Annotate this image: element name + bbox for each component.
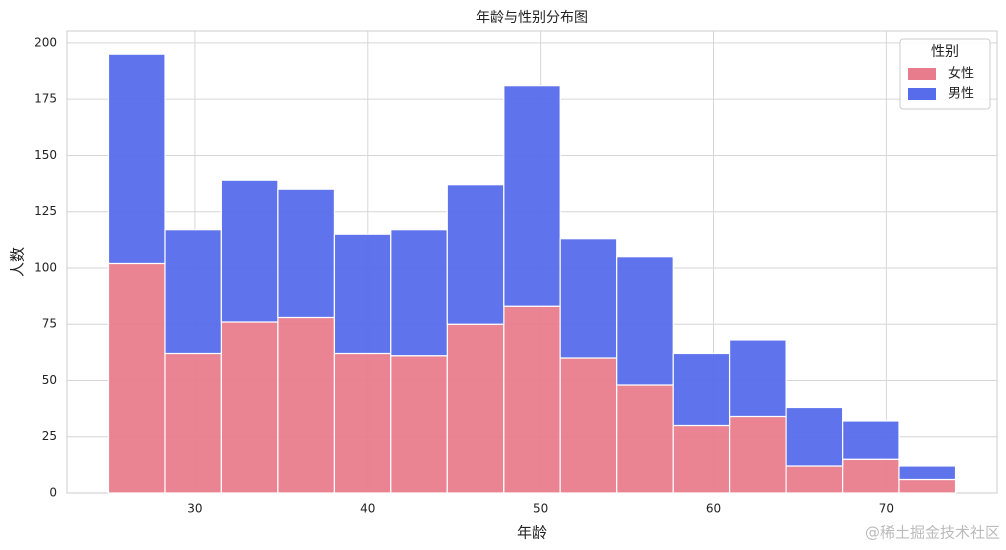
bar bbox=[107, 262, 166, 494]
x-tick-label: 50 bbox=[533, 502, 548, 516]
x-tick-label: 30 bbox=[187, 502, 202, 516]
y-tick-label: 125 bbox=[34, 204, 57, 218]
bar bbox=[164, 352, 222, 494]
y-axis-label: 人数 bbox=[9, 247, 27, 277]
bar bbox=[842, 420, 900, 460]
bar bbox=[164, 229, 222, 355]
y-tick-label: 100 bbox=[34, 260, 57, 274]
legend-swatch bbox=[908, 68, 936, 80]
bar bbox=[333, 352, 392, 494]
bar bbox=[390, 229, 448, 357]
bar bbox=[672, 352, 731, 427]
bar bbox=[785, 406, 844, 467]
bar bbox=[898, 478, 957, 494]
legend-label: 男性 bbox=[948, 87, 974, 102]
bar bbox=[616, 384, 674, 494]
x-tick-label: 70 bbox=[879, 502, 894, 516]
bar bbox=[616, 256, 674, 386]
bar bbox=[277, 188, 336, 319]
bar bbox=[728, 339, 787, 418]
y-tick-label: 150 bbox=[34, 148, 57, 162]
bar bbox=[277, 316, 336, 494]
y-tick-label: 50 bbox=[42, 373, 57, 387]
legend-label: 女性 bbox=[948, 66, 974, 82]
bar bbox=[503, 305, 561, 494]
legend-title: 性别 bbox=[931, 44, 959, 60]
bar bbox=[503, 85, 561, 307]
bar bbox=[559, 357, 618, 494]
y-tick-label: 25 bbox=[42, 429, 57, 443]
bar bbox=[842, 458, 900, 494]
chart-title: 年龄与性别分布图 bbox=[476, 10, 588, 26]
x-tick-label: 40 bbox=[360, 502, 375, 516]
bar bbox=[333, 233, 392, 355]
bar bbox=[390, 355, 448, 494]
watermark: @稀土掘金技术社区 bbox=[865, 524, 1000, 542]
bar bbox=[220, 321, 279, 494]
x-axis-label: 年龄 bbox=[517, 524, 547, 542]
bar bbox=[672, 424, 731, 494]
bar bbox=[446, 184, 505, 325]
y-tick-label: 75 bbox=[42, 317, 57, 331]
y-tick-label: 0 bbox=[49, 486, 57, 500]
bar bbox=[559, 238, 618, 359]
bar bbox=[898, 465, 957, 481]
bar bbox=[220, 179, 279, 323]
bar bbox=[728, 415, 787, 494]
y-tick-label: 200 bbox=[34, 35, 57, 49]
y-tick-label: 175 bbox=[34, 92, 57, 106]
bar bbox=[785, 465, 844, 494]
bar bbox=[107, 53, 166, 265]
x-tick-label: 60 bbox=[706, 502, 721, 516]
legend-swatch bbox=[908, 88, 936, 100]
bar bbox=[446, 323, 505, 494]
